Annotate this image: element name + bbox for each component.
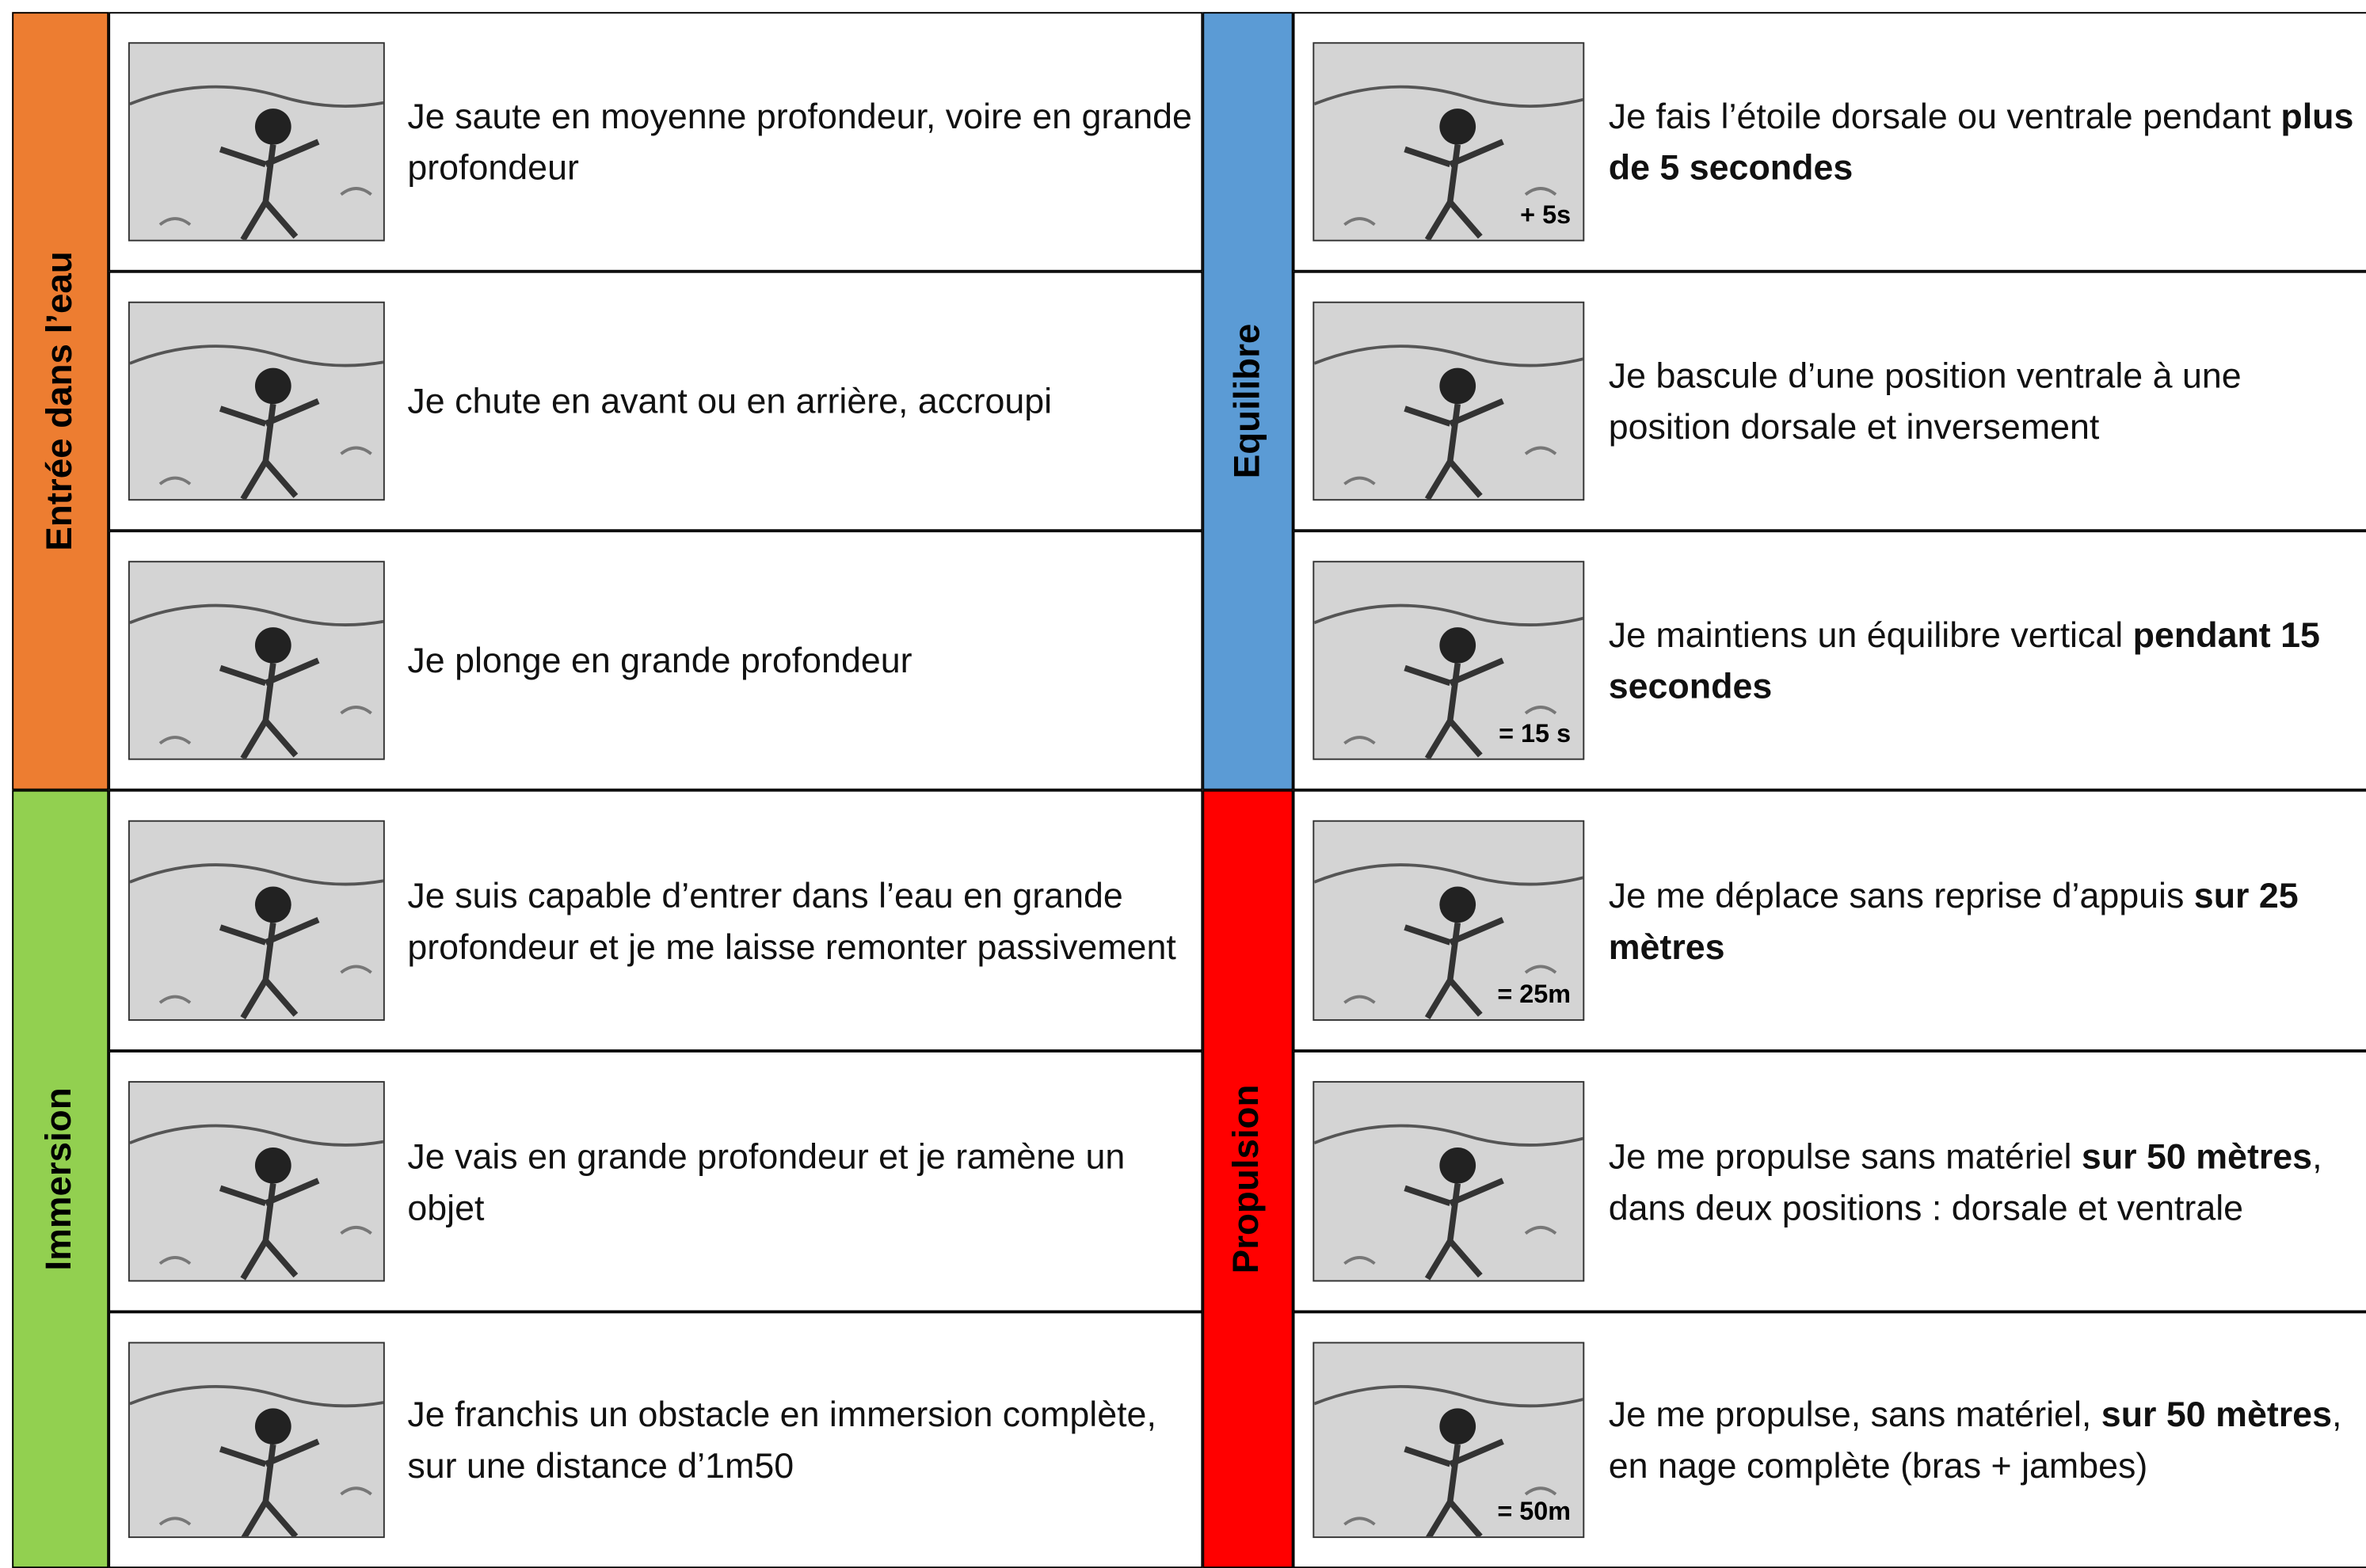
sketch — [1314, 603, 1583, 759]
item-paragraph: Je bascule d’une position ventrale à une… — [1609, 350, 2366, 452]
section-label: Equilibre — [1202, 12, 1293, 790]
text: Je fais l’étoile dorsale ou ventrale pen… — [1608, 96, 2281, 136]
item-text: Je franchis un obstacle en immersion com… — [407, 1311, 1194, 1568]
illustration — [1313, 301, 1585, 501]
sketch — [129, 603, 383, 759]
item-paragraph: Je vais en grande profondeur et je ramèn… — [407, 1130, 1194, 1232]
row-cell — [1293, 790, 2366, 1052]
text: Je franchis un obstacle en immersion com… — [407, 1395, 1156, 1486]
illustration: = 25m — [1313, 820, 1585, 1022]
text: Je me propulse, sans matériel, — [1608, 1395, 2101, 1434]
section-label: Propulsion — [1202, 790, 1293, 1568]
text: , en nage complète (bras + jambes) — [1608, 1395, 2342, 1486]
sketch — [1314, 1124, 1583, 1281]
illustration — [128, 1081, 385, 1282]
item-paragraph: Je me déplace sans reprise d’appuis sur … — [1609, 870, 2366, 972]
item-paragraph: Je suis capable d’entrer dans l’eau en g… — [407, 870, 1194, 972]
text: Je suis capable d’entrer dans l’eau en g… — [407, 875, 1176, 966]
item-text: Je me propulse, sans matériel, sur 50 mè… — [1609, 1311, 2366, 1568]
row-cell — [1293, 1051, 2366, 1312]
sketch — [129, 863, 383, 1020]
item-text: Je me déplace sans reprise d’appuis sur … — [1609, 790, 2366, 1051]
bold-text: sur 50 mètres — [2081, 1136, 2313, 1176]
sketch — [1314, 85, 1583, 240]
sketch — [129, 85, 383, 240]
section-label-text: Propulsion — [1226, 1084, 1268, 1274]
item-text: Je vais en grande profondeur et je ramèn… — [407, 1051, 1194, 1311]
sketch — [1314, 344, 1583, 500]
section-label: Immersion — [12, 790, 109, 1568]
section-label-text: Immersion — [39, 1087, 80, 1271]
bold-text: pendant 15 secondes — [1608, 615, 2320, 706]
row-cell — [1293, 531, 2366, 790]
item-paragraph: Je fais l’étoile dorsale ou ventrale pen… — [1609, 90, 2366, 192]
illustration — [128, 301, 385, 501]
bold-text: sur 50 mètres — [2101, 1395, 2332, 1434]
row-cell — [109, 271, 1203, 531]
bold-text: plus de 5 secondes — [1608, 96, 2354, 188]
illustration — [1313, 1081, 1585, 1282]
section-label: Entrée dans l’eau — [12, 12, 109, 790]
row-cell — [109, 12, 1203, 272]
illustration — [128, 42, 385, 242]
text: Je maintiens un équilibre vertical — [1608, 615, 2133, 655]
illustration: = 50m — [1313, 1342, 1585, 1539]
bold-text: sur 25 mètres — [1608, 875, 2299, 966]
item-paragraph: Je chute en avant ou en arrière, accroup… — [407, 375, 1052, 427]
sketch — [129, 1385, 383, 1537]
item-text: Je maintiens un équilibre vertical penda… — [1609, 531, 2366, 790]
image-caption: + 5s — [1520, 200, 1572, 230]
illustration: + 5s — [1313, 42, 1585, 242]
item-paragraph: Je saute en moyenne profondeur, voire en… — [407, 90, 1194, 192]
text: Je me déplace sans reprise d’appuis — [1608, 875, 2194, 915]
row-cell — [1293, 12, 2366, 272]
image-caption: = 25m — [1497, 980, 1572, 1009]
item-text: Je plonge en grande profondeur — [407, 531, 1194, 790]
sketch — [129, 1124, 383, 1281]
row-cell — [109, 790, 1203, 1052]
item-paragraph: Je me propulse, sans matériel, sur 50 mè… — [1609, 1389, 2366, 1491]
image-caption: = 50m — [1497, 1497, 1572, 1526]
illustration — [128, 820, 385, 1022]
sketch — [129, 344, 383, 500]
section-label-text: Entrée dans l’eau — [39, 251, 80, 551]
item-paragraph: Je me propulse sans matériel sur 50 mètr… — [1609, 1130, 2366, 1232]
text: Je saute en moyenne profondeur, voire en… — [407, 96, 1192, 188]
row-cell — [1293, 271, 2366, 531]
text: Je plonge en grande profondeur — [407, 641, 912, 680]
illustration: = 15 s — [1313, 561, 1585, 760]
item-text: Je saute en moyenne profondeur, voire en… — [407, 12, 1194, 271]
item-text: Je bascule d’une position ventrale à une… — [1609, 272, 2366, 531]
text: Je chute en avant ou en arrière, accroup… — [407, 381, 1053, 421]
item-text: Je me propulse sans matériel sur 50 mètr… — [1609, 1051, 2366, 1311]
text: Je vais en grande profondeur et je ramèn… — [407, 1136, 1126, 1227]
row-cell — [109, 1311, 1203, 1568]
item-paragraph: Je plonge en grande profondeur — [407, 635, 912, 687]
text: Je me propulse sans matériel — [1608, 1136, 2082, 1176]
sketch — [1314, 863, 1583, 1020]
item-text: Je fais l’étoile dorsale ou ventrale pen… — [1609, 12, 2366, 271]
illustration — [128, 561, 385, 760]
image-caption: = 15 s — [1499, 719, 1572, 748]
row-cell — [109, 531, 1203, 790]
row-cell — [109, 1051, 1203, 1312]
section-label-text: Equilibre — [1226, 323, 1268, 479]
item-text: Je chute en avant ou en arrière, accroup… — [407, 272, 1194, 531]
text: Je bascule d’une position ventrale à une… — [1608, 356, 2242, 447]
item-paragraph: Je franchis un obstacle en immersion com… — [407, 1389, 1194, 1491]
sketch — [1314, 1385, 1583, 1537]
illustration — [128, 1342, 385, 1539]
text: , dans deux positions : dorsale et ventr… — [1608, 1136, 2322, 1227]
item-text: Je suis capable d’entrer dans l’eau en g… — [407, 790, 1194, 1051]
row-cell — [1293, 1311, 2366, 1568]
item-paragraph: Je maintiens un équilibre vertical penda… — [1609, 609, 2366, 711]
